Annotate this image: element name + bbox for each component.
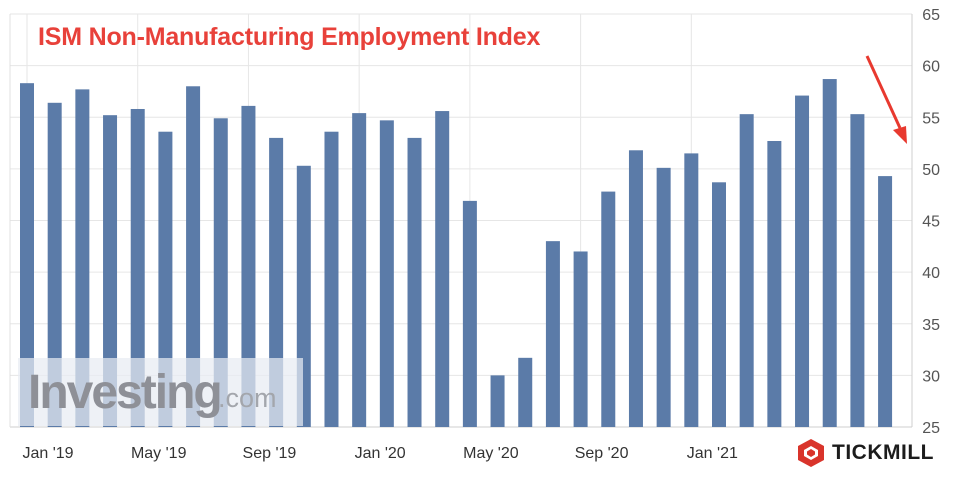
investing-watermark: Investing .com — [18, 358, 303, 426]
y-tick-label: 35 — [922, 317, 940, 334]
bar — [795, 95, 810, 427]
bar — [407, 137, 422, 427]
chart-title: ISM Non-Manufacturing Employment Index — [38, 23, 541, 51]
y-tick-label: 45 — [922, 214, 940, 231]
x-tick-label: May '19 — [131, 445, 187, 462]
watermark-sub: .com — [218, 383, 277, 413]
bar — [103, 115, 118, 427]
bar — [324, 131, 339, 427]
bar — [75, 89, 90, 427]
bar — [158, 131, 173, 427]
bar — [656, 167, 671, 427]
bar — [462, 200, 477, 427]
bar — [712, 182, 726, 427]
tickmill-hexagon-icon — [798, 439, 824, 467]
arrow-head — [893, 126, 907, 144]
x-axis: Jan '19 May '19 Sep '19 Jan '20 May '20 Sep '… — [22, 445, 738, 462]
bar — [684, 153, 699, 427]
x-tick-label: Sep '20 — [575, 445, 629, 462]
x-tick-label: Sep '19 — [243, 445, 297, 462]
bar — [518, 357, 533, 427]
y-tick-label: 65 — [922, 7, 940, 24]
y-axis: 25 30 35 40 45 50 55 60 65 — [922, 7, 940, 437]
y-tick-label: 25 — [922, 420, 940, 437]
bar — [20, 83, 34, 428]
bar — [601, 191, 616, 427]
bar — [241, 105, 256, 427]
bar — [822, 79, 837, 428]
bar — [213, 118, 228, 427]
y-tick-label: 55 — [922, 110, 940, 127]
arrow-shaft — [865, 55, 902, 129]
y-tick-label: 50 — [922, 162, 940, 179]
x-tick-label: Jan '20 — [355, 445, 406, 462]
bars — [20, 79, 893, 428]
x-tick-label: Jan '21 — [687, 445, 738, 462]
bar — [628, 150, 643, 428]
bar — [739, 114, 754, 427]
bar — [47, 102, 62, 428]
y-tick-label: 60 — [922, 59, 940, 76]
bar — [435, 111, 450, 428]
arrow-annotation — [865, 55, 907, 144]
bar — [269, 137, 284, 427]
bar — [850, 114, 865, 427]
y-tick-label: 40 — [922, 265, 940, 282]
brand-name: TICKMILL — [832, 441, 934, 464]
bar — [352, 113, 367, 428]
brand-logo: TICKMILL — [797, 437, 934, 469]
watermark-main: Investing — [28, 366, 223, 419]
bar — [490, 375, 505, 427]
bar — [545, 241, 560, 427]
bar — [379, 120, 394, 427]
x-tick-label: Jan '19 — [22, 445, 73, 462]
bar — [186, 86, 201, 428]
y-tick-label: 30 — [922, 368, 940, 385]
x-tick-label: May '20 — [463, 445, 519, 462]
bar — [767, 140, 782, 427]
bar — [130, 108, 145, 428]
bar — [878, 176, 893, 427]
bar — [573, 251, 588, 427]
